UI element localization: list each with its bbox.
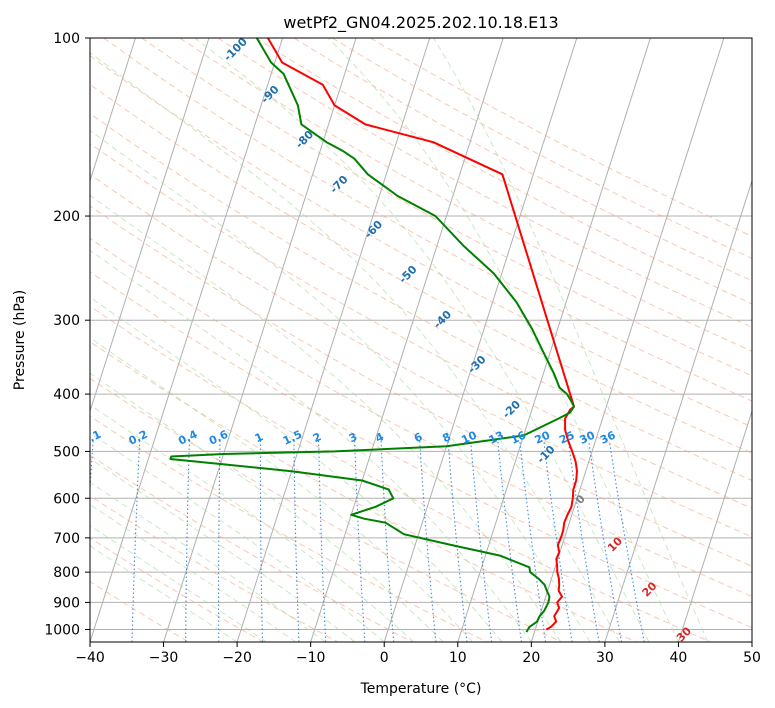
series-line-temperature (267, 38, 578, 631)
x-tick-label: 40 (670, 650, 688, 666)
isotherm (90, 38, 136, 183)
moist-adiabat (90, 296, 503, 642)
x-tick-label: 20 (522, 650, 540, 666)
moist-adiabat (90, 503, 297, 642)
x-tick-label: 0 (380, 650, 389, 666)
dry-adiabat (217, 38, 752, 328)
moist-adiabat (194, 38, 650, 642)
x-tick-label: 10 (449, 650, 467, 666)
y-tick-label: 100 (53, 31, 80, 47)
x-tick-label: −40 (75, 650, 105, 666)
mixing-ratio-label: 20 (533, 428, 553, 446)
mixing-ratio-line (419, 440, 437, 642)
moist-adiabat (90, 372, 444, 642)
mixing-ratio-line (380, 440, 395, 642)
moist-adiabat (327, 38, 679, 642)
mixing-ratio-label: 36 (598, 428, 618, 446)
isotherm (383, 38, 578, 642)
chart-title: wetPf2_GN04.2025.202.10.18.E13 (283, 13, 558, 33)
dry-adiabat (90, 237, 752, 598)
data-layer (169, 38, 578, 633)
moist-adiabat (90, 525, 267, 642)
mixing-ratio-line (588, 440, 623, 642)
y-axis-label: Pressure (hPa) (12, 290, 28, 390)
mixing-ratio-line (318, 440, 327, 642)
mixing-ratio-line (293, 440, 300, 642)
isotherm (236, 38, 431, 642)
dry-adiabat (90, 537, 264, 642)
x-tick-label: −10 (296, 650, 326, 666)
x-tick-label: 50 (743, 650, 761, 666)
y-tick-label: 900 (53, 595, 80, 611)
x-tick-label: −30 (149, 650, 179, 666)
dry-adiabat (90, 271, 752, 629)
isotherm (90, 38, 210, 413)
moist-adiabat (90, 249, 532, 642)
isotherm (604, 179, 752, 642)
mixing-ratio-line (470, 440, 493, 642)
mixing-ratio-line (497, 440, 523, 642)
y-tick-label: 300 (53, 313, 80, 329)
dry-adiabat (90, 341, 637, 642)
mixing-ratio-line (447, 440, 468, 642)
y-tick-label: 800 (53, 565, 80, 581)
isotherm (530, 38, 725, 642)
dry-adiabat (90, 454, 413, 642)
mixing-ratio-label: 25 (557, 429, 576, 447)
mixing-ratio-label: 16 (509, 428, 529, 446)
dry-adiabat (255, 38, 752, 305)
dry-adiabat (90, 377, 562, 642)
isotherm (163, 38, 357, 642)
x-tick-label: −20 (222, 650, 252, 666)
y-tick-label: 200 (53, 209, 80, 225)
moist-adiabat (90, 457, 356, 642)
mixing-ratio-line (185, 440, 190, 642)
mixing-ratio-line (131, 440, 141, 642)
mixing-ratio-label: 30 (578, 428, 598, 446)
x-tick-label: 30 (596, 650, 614, 666)
y-tick-label: 700 (53, 531, 80, 547)
moist-adiabat (90, 481, 326, 642)
mixing-ratio-line (608, 440, 645, 642)
mixing-ratio-label: 10 (459, 428, 479, 446)
grid-layer (90, 38, 752, 642)
moist-adiabat (433, 38, 709, 642)
mixing-ratio-line (354, 440, 366, 642)
mixing-ratio-line (218, 440, 221, 642)
y-tick-label: 1000 (44, 622, 80, 638)
mixing-ratio-line (543, 440, 573, 642)
moist-adiabat (90, 432, 385, 642)
moist-adiabat (90, 404, 414, 642)
moist-adiabat (90, 194, 562, 642)
series-line-dewpoint (169, 38, 575, 633)
y-tick-label: 400 (53, 387, 80, 403)
mixing-ratio-label: 13 (487, 429, 506, 447)
isotherm (90, 38, 284, 642)
mixing-ratio-line (259, 440, 264, 642)
dry-adiabat (90, 205, 752, 567)
y-tick-label: 600 (53, 491, 80, 507)
mixing-ratio-line (519, 440, 547, 642)
isotherm (677, 409, 752, 642)
moist-adiabat (90, 129, 591, 642)
axis-layer: −40 −30 −20 −10 0 10 20 30 40 50 100 200 300 400 500 60… (44, 31, 761, 666)
x-axis-label: Temperature (°C) (360, 681, 482, 697)
isotherm (310, 38, 504, 642)
y-tick-label: 500 (53, 444, 80, 460)
plot-frame (89, 37, 753, 643)
